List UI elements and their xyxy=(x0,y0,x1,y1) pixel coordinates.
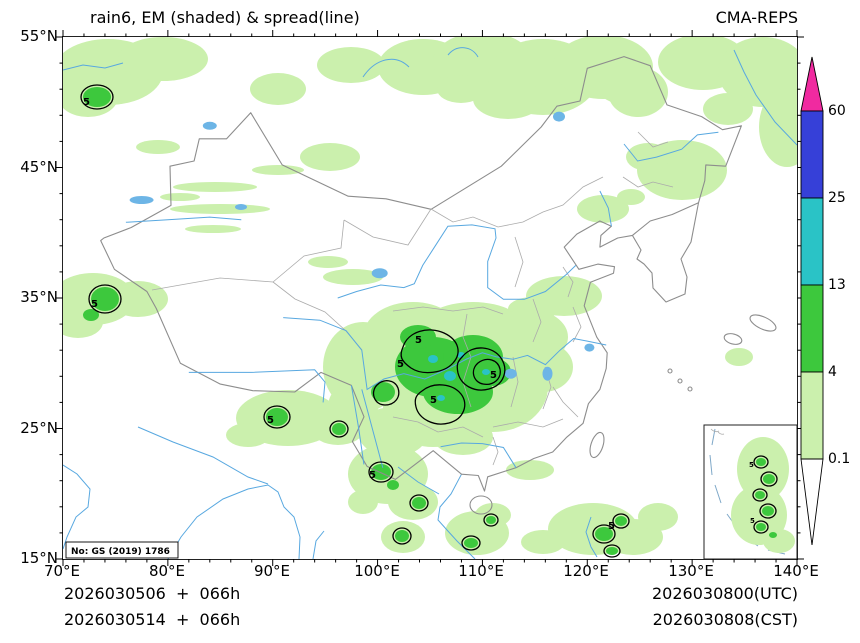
license-box: No: GS (2019) 1786 xyxy=(65,541,179,559)
y-tick-label: 55°N xyxy=(20,27,58,45)
contour-label: 5 xyxy=(83,97,90,108)
x-tick-label: 120°E xyxy=(563,562,609,580)
contour-label: 5 xyxy=(490,370,497,381)
map-canvas: 5 5 5 5 5 5 5 5 5 xyxy=(56,30,804,566)
contour-label: 5 xyxy=(397,359,404,370)
y-tick-label: 25°N xyxy=(20,419,58,437)
contour-label: 5 xyxy=(750,517,755,525)
init-time-utc: 2026030506 + 066h xyxy=(64,584,241,603)
colorbar-cap-over xyxy=(800,56,824,112)
x-tick-label: 90°E xyxy=(253,562,291,580)
valid-time-utc: 2026030800(UTC) xyxy=(652,584,798,603)
model-name: CMA-REPS xyxy=(715,8,798,27)
valid-time-cst: 2026030808(CST) xyxy=(652,610,798,629)
colorbar-segment xyxy=(800,371,824,460)
contour-label: 5 xyxy=(267,415,274,426)
contour-label: 5 xyxy=(91,299,98,310)
colorbar-label: 25 xyxy=(828,190,846,206)
colorbar-segment xyxy=(800,197,824,286)
colorbar-label: 0.1 xyxy=(828,451,851,467)
x-tick-label: 130°E xyxy=(668,562,714,580)
x-tick-label: 140°E xyxy=(773,562,819,580)
colorbar-label: 13 xyxy=(828,277,846,293)
colorbar xyxy=(800,56,824,546)
colorbar-cap-under xyxy=(800,458,824,546)
colorbar-segment xyxy=(800,110,824,199)
colorbar-segment xyxy=(800,284,824,373)
coastlines-foreign xyxy=(63,47,797,559)
precip-shading-light xyxy=(63,37,797,555)
license-note: No: GS (2019) 1786 xyxy=(71,547,170,557)
colorbar-label: 60 xyxy=(828,103,846,119)
y-tick-label: 45°N xyxy=(20,158,58,176)
init-time-cst: 2026030514 + 066h xyxy=(64,610,241,629)
contour-label: 5 xyxy=(415,335,422,346)
colorbar-label: 4 xyxy=(828,364,837,380)
south-china-sea-inset: 5 5 xyxy=(703,424,797,559)
x-tick-label: 100°E xyxy=(354,562,400,580)
axis-ticks xyxy=(56,30,804,566)
precip-shading-teal xyxy=(428,352,490,401)
spread-contours xyxy=(80,84,630,558)
map-plot-area: 5 5 5 5 5 5 5 5 5 xyxy=(56,30,804,566)
x-tick-label: 70°E xyxy=(43,562,81,580)
x-tick-label: 80°E xyxy=(148,562,186,580)
contour-label: 5 xyxy=(369,470,376,481)
x-tick-label: 110°E xyxy=(458,562,504,580)
y-tick-label: 15°N xyxy=(20,549,58,567)
y-tick-label: 35°N xyxy=(20,288,58,306)
rivers-lakes xyxy=(125,111,719,468)
plot-title: rain6, EM (shaded) & spread(line) xyxy=(90,8,360,27)
contour-labels: 5 5 5 5 5 5 5 5 5 xyxy=(83,97,615,532)
contour-label: 5 xyxy=(749,461,754,469)
contour-label: 5 xyxy=(430,395,437,406)
contour-label: 5 xyxy=(608,521,615,532)
